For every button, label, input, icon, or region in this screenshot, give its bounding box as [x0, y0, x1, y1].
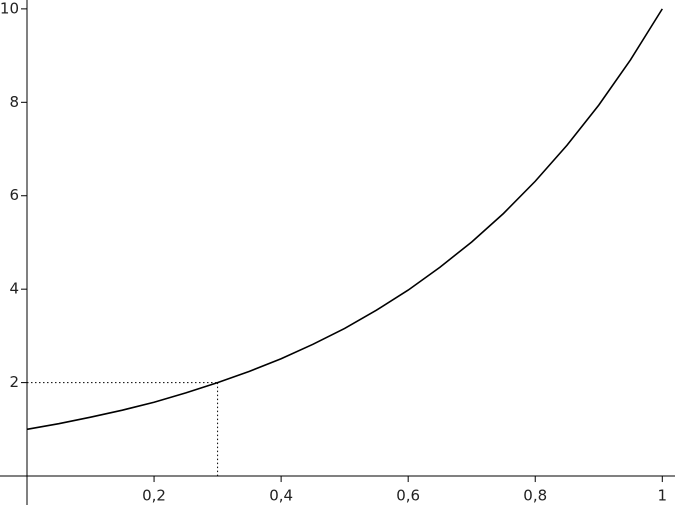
x-tick-label: 0,8	[523, 487, 547, 505]
x-tick-label: 0,2	[142, 487, 166, 505]
y-tick-label: 4	[9, 280, 19, 298]
y-tick-label: 6	[9, 186, 19, 204]
x-tick-label: 0,6	[396, 487, 420, 505]
x-tick-label: 1	[658, 487, 668, 505]
curve	[26, 8, 663, 431]
x-tick-label: 0,4	[269, 487, 293, 505]
y-tick-label: 10	[0, 0, 19, 17]
y-tick-label: 2	[9, 373, 19, 391]
y-tick-label: 8	[9, 93, 19, 111]
